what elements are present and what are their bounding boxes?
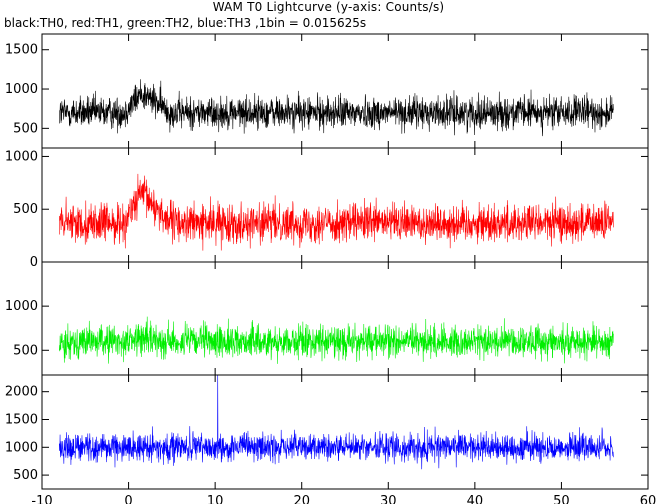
x-tick-label: 20 [293, 494, 310, 504]
y-tick-label: 1000 [5, 299, 38, 314]
x-tick-label: 0 [124, 494, 132, 504]
y-tick-label: 500 [13, 343, 38, 358]
series-th2-trace [59, 316, 614, 364]
y-tick-label: 500 [13, 468, 38, 483]
series-th3-trace [59, 375, 614, 470]
x-tick-label: 60 [640, 494, 657, 504]
y-tick-label: 1000 [5, 149, 38, 164]
x-tick-label: -10 [31, 494, 52, 504]
x-tick-label: 50 [553, 494, 570, 504]
x-tick-label: 30 [380, 494, 397, 504]
y-tick-label: 0 [30, 255, 38, 270]
x-tick-label: 10 [207, 494, 224, 504]
chart-title: WAM T0 Lightcurve (y-axis: Counts/s) [212, 0, 445, 14]
y-tick-label: 1000 [5, 82, 38, 97]
y-tick-label: 1500 [5, 412, 38, 427]
y-tick-label: 500 [13, 121, 38, 136]
panel-frame [41, 374, 649, 490]
panel-frame [41, 261, 649, 376]
chart-subtitle: black:TH0, red:TH1, green:TH2, blue:TH3 … [4, 16, 367, 30]
y-tick-label: 1500 [5, 43, 38, 58]
y-tick-label: 2000 [5, 385, 38, 400]
y-tick-label: 1000 [5, 440, 38, 455]
series-th1-trace [59, 173, 614, 251]
y-tick-label: 500 [13, 202, 38, 217]
series-th0-trace [59, 79, 614, 137]
panel-frame [41, 33, 649, 149]
x-tick-label: 40 [467, 494, 484, 504]
